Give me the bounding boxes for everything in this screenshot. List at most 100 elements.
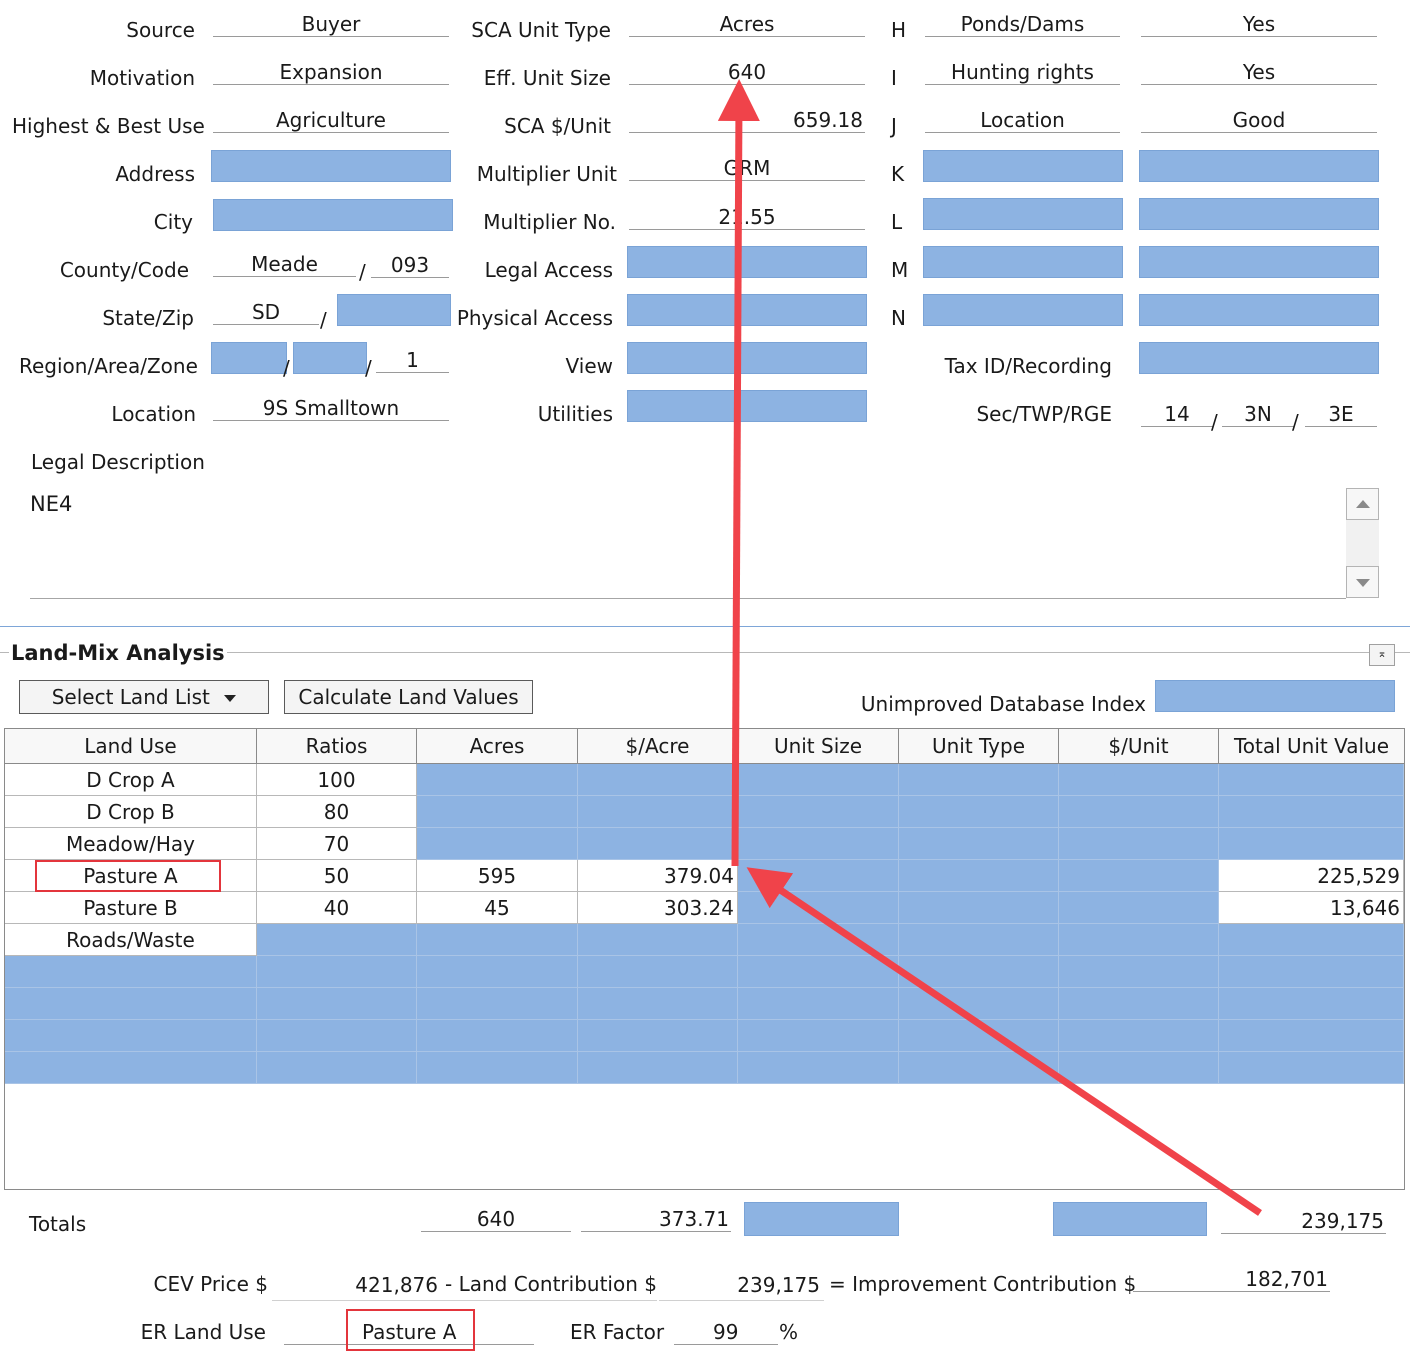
cell-unit-size[interactable] [738, 956, 899, 988]
cell-total-unit-value[interactable] [1219, 1020, 1404, 1052]
cell-land-use[interactable]: Roads/Waste [5, 924, 257, 956]
cell-acres[interactable]: 45 [417, 892, 578, 924]
motivation-field[interactable]: Expansion [213, 60, 449, 85]
cell-per-unit[interactable] [1059, 860, 1219, 892]
cell-land-use[interactable]: D Crop B [5, 796, 257, 828]
cell-land-use[interactable]: D Crop A [5, 764, 257, 796]
range-field[interactable]: 3E [1305, 402, 1377, 427]
region-field[interactable] [211, 342, 287, 374]
hunting-rights-value[interactable]: Yes [1141, 60, 1377, 85]
cell-unit-size[interactable] [738, 796, 899, 828]
physical-access-field[interactable] [627, 294, 867, 326]
cell-ratio[interactable] [257, 1020, 417, 1052]
cell-unit-size[interactable] [738, 828, 899, 860]
cell-acres[interactable] [417, 764, 578, 796]
cell-per-unit[interactable] [1059, 764, 1219, 796]
cell-ratio[interactable]: 50 [257, 860, 417, 892]
collapse-section-button[interactable]: ⌅ [1369, 644, 1395, 666]
select-land-list-button[interactable]: Select Land List [19, 680, 269, 714]
cell-land-use[interactable] [5, 1052, 257, 1084]
cell-per-acre[interactable] [578, 828, 738, 860]
tax-id-recording-field[interactable] [1139, 342, 1379, 374]
cell-per-acre[interactable] [578, 988, 738, 1020]
zip-field[interactable] [337, 294, 451, 326]
cell-land-use[interactable] [5, 1020, 257, 1052]
cell-per-acre[interactable] [578, 764, 738, 796]
cell-unit-type[interactable] [899, 988, 1059, 1020]
hunting-rights-field[interactable]: Hunting rights [925, 60, 1120, 85]
cell-unit-size[interactable] [738, 764, 899, 796]
cell-total-unit-value[interactable] [1219, 1052, 1404, 1084]
section-field[interactable]: 14 [1141, 402, 1213, 427]
cell-unit-type[interactable] [899, 924, 1059, 956]
address-field[interactable] [211, 150, 451, 182]
cell-acres[interactable]: 595 [417, 860, 578, 892]
cev-price-field[interactable]: 421,876 [355, 1273, 438, 1297]
cell-per-acre[interactable]: 303.24 [578, 892, 738, 924]
source-field[interactable]: Buyer [213, 12, 449, 37]
cell-per-acre[interactable] [578, 1020, 738, 1052]
cell-per-unit[interactable] [1059, 956, 1219, 988]
col-header-unit-type[interactable]: Unit Type [899, 729, 1059, 764]
cell-ratio[interactable] [257, 924, 417, 956]
cell-total-unit-value[interactable] [1219, 924, 1404, 956]
adjustment-k-value-field[interactable] [1139, 150, 1379, 182]
cell-unit-type[interactable] [899, 796, 1059, 828]
ponds-dams-value[interactable]: Yes [1141, 12, 1377, 37]
adjustment-l-name-field[interactable] [923, 198, 1123, 230]
cell-ratio[interactable]: 80 [257, 796, 417, 828]
cell-acres[interactable] [417, 1020, 578, 1052]
county-field[interactable]: Meade [213, 252, 356, 277]
cell-per-acre[interactable]: 379.04 [578, 860, 738, 892]
cell-acres[interactable] [417, 1052, 578, 1084]
cell-ratio[interactable]: 40 [257, 892, 417, 924]
cell-per-unit[interactable] [1059, 1020, 1219, 1052]
col-header-per-acre[interactable]: $/Acre [578, 729, 738, 764]
cell-per-acre[interactable] [578, 1052, 738, 1084]
cell-ratio[interactable] [257, 956, 417, 988]
area-field[interactable] [293, 342, 367, 374]
legal-description-scrollbar[interactable] [1346, 488, 1379, 598]
adjustment-l-value-field[interactable] [1139, 198, 1379, 230]
cell-per-unit[interactable] [1059, 988, 1219, 1020]
cell-unit-size[interactable] [738, 1052, 899, 1084]
cell-unit-size[interactable] [738, 988, 899, 1020]
location-adj-value[interactable]: Good [1141, 108, 1377, 133]
col-header-total-unit-value[interactable]: Total Unit Value [1219, 729, 1404, 764]
cell-acres[interactable] [417, 924, 578, 956]
cell-ratio[interactable]: 100 [257, 764, 417, 796]
col-header-land-use[interactable]: Land Use [5, 729, 257, 764]
cell-per-acre[interactable] [578, 956, 738, 988]
multiplier-unit-field[interactable]: GRM [629, 156, 865, 181]
cell-acres[interactable] [417, 956, 578, 988]
col-header-per-unit[interactable]: $/Unit [1059, 729, 1219, 764]
cell-acres[interactable] [417, 796, 578, 828]
view-field[interactable] [627, 342, 867, 374]
cell-per-unit[interactable] [1059, 1052, 1219, 1084]
cell-unit-type[interactable] [899, 828, 1059, 860]
cell-unit-size[interactable] [738, 1020, 899, 1052]
er-land-use-field[interactable]: Pasture A [284, 1320, 534, 1345]
scroll-up-button[interactable] [1346, 488, 1379, 520]
sca-unit-type-field[interactable]: Acres [629, 12, 865, 37]
adjustment-m-value-field[interactable] [1139, 246, 1379, 278]
cell-total-unit-value[interactable]: 13,646 [1219, 892, 1404, 924]
col-header-unit-size[interactable]: Unit Size [738, 729, 899, 764]
scroll-down-button[interactable] [1346, 566, 1379, 598]
legal-access-field[interactable] [627, 246, 867, 278]
cell-acres[interactable] [417, 828, 578, 860]
adjustment-k-name-field[interactable] [923, 150, 1123, 182]
land-contribution-field[interactable]: 239,175 [737, 1273, 820, 1297]
cell-ratio[interactable] [257, 1052, 417, 1084]
cell-unit-type[interactable] [899, 764, 1059, 796]
cell-land-use[interactable]: Pasture B [5, 892, 257, 924]
location-adj-field[interactable]: Location [925, 108, 1120, 133]
cell-unit-type[interactable] [899, 892, 1059, 924]
calculate-land-values-button[interactable]: Calculate Land Values [284, 680, 533, 714]
cell-ratio[interactable] [257, 988, 417, 1020]
utilities-field[interactable] [627, 390, 867, 422]
total-unit-size-field[interactable] [744, 1202, 899, 1236]
cell-per-acre[interactable] [578, 924, 738, 956]
county-code-field[interactable]: 093 [371, 253, 449, 278]
cell-land-use[interactable] [5, 956, 257, 988]
